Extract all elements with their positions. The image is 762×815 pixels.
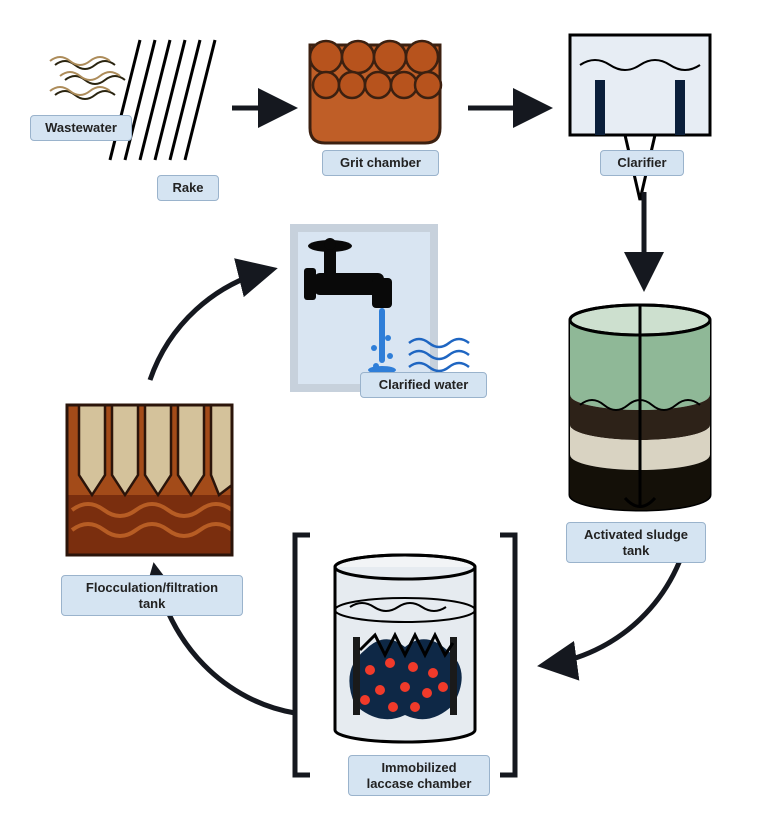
laccase-chamber-label: Immobilized laccase chamber <box>348 755 490 796</box>
rake-label: Rake <box>157 175 219 201</box>
clarified-water-label: Clarified water <box>360 372 487 398</box>
clarifier-label: Clarifier <box>600 150 684 176</box>
floc-tank-label: Flocculation/filtration tank <box>61 575 243 616</box>
rake-icon <box>110 40 215 160</box>
floc-tank-icon <box>67 405 232 555</box>
grit-chamber-label: Grit chamber <box>322 150 439 176</box>
sludge-tank-label: Activated sludge tank <box>566 522 706 563</box>
grit-chamber-icon <box>310 41 441 143</box>
sludge-tank-icon <box>570 305 710 510</box>
laccase-chamber-icon <box>295 535 515 775</box>
wastewater-label: Wastewater <box>30 115 132 141</box>
wastewater-icon <box>50 57 125 99</box>
clarified-water-icon <box>294 228 469 388</box>
